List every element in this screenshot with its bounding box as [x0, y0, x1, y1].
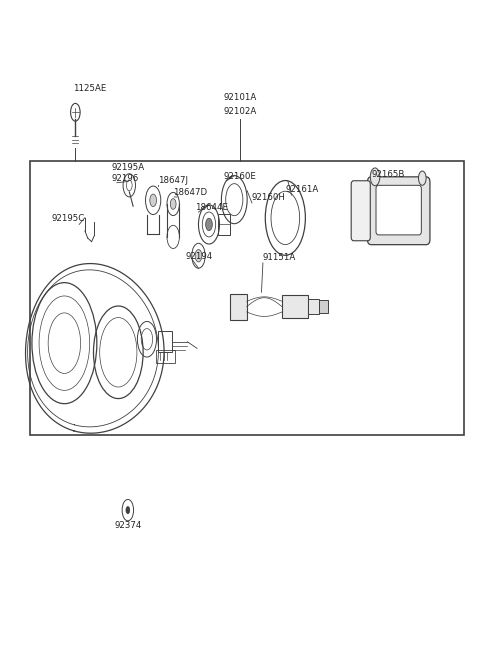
Text: 91151A: 91151A — [263, 253, 296, 262]
Text: 92101A: 92101A — [223, 94, 257, 102]
Ellipse shape — [170, 198, 176, 210]
Text: 18644E: 18644E — [195, 203, 228, 212]
Text: 92165B: 92165B — [371, 170, 405, 179]
Bar — [282, 295, 308, 318]
Text: 92195A: 92195A — [111, 163, 144, 172]
FancyBboxPatch shape — [351, 181, 370, 241]
Bar — [217, 214, 229, 235]
Text: 92160E: 92160E — [223, 172, 256, 181]
Bar — [319, 300, 328, 313]
Ellipse shape — [126, 506, 130, 514]
Text: 92374: 92374 — [114, 521, 142, 530]
Text: 92161A: 92161A — [285, 185, 319, 194]
Text: 92160H: 92160H — [252, 193, 286, 202]
Text: 92196: 92196 — [111, 174, 138, 183]
Bar — [230, 293, 247, 320]
Text: 92195C: 92195C — [51, 214, 85, 223]
Bar — [308, 299, 319, 314]
FancyBboxPatch shape — [367, 177, 430, 245]
Bar — [156, 350, 175, 364]
Ellipse shape — [150, 194, 156, 206]
Text: 18647D: 18647D — [173, 188, 207, 197]
Ellipse shape — [419, 171, 426, 185]
Text: 92194: 92194 — [185, 252, 212, 261]
Bar — [158, 331, 172, 352]
Ellipse shape — [370, 168, 380, 186]
Text: 18647J: 18647J — [158, 176, 188, 185]
Bar — [30, 161, 464, 435]
Text: 1125AE: 1125AE — [73, 84, 107, 93]
Text: 92102A: 92102A — [223, 107, 257, 115]
Ellipse shape — [205, 218, 212, 231]
FancyBboxPatch shape — [376, 185, 421, 235]
Ellipse shape — [195, 250, 202, 262]
